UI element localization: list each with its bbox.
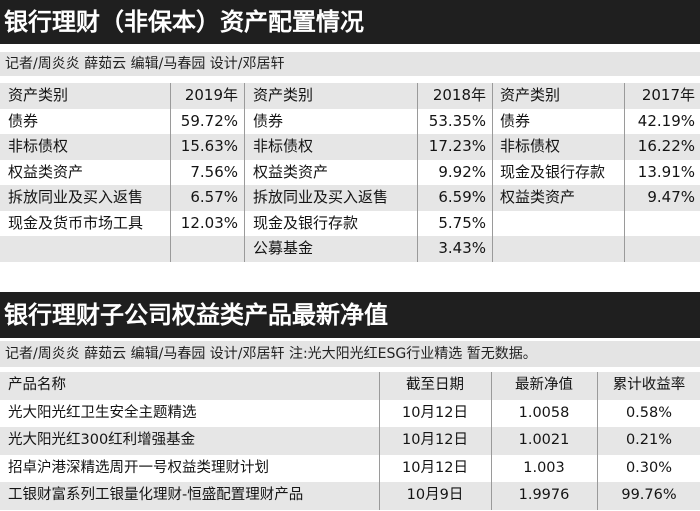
table2-header-row bbox=[0, 372, 700, 400]
asset-share-value: 42.19% bbox=[637, 111, 695, 130]
asset-share-value: 17.23% bbox=[428, 137, 486, 155]
asset-share-value: 53.35% bbox=[428, 111, 486, 130]
product-name: 光大阳光红卫生安全主题精选 bbox=[8, 404, 197, 421]
asset-share-value: 15.63% bbox=[180, 137, 238, 155]
asset-share-value: 59.72% bbox=[180, 111, 238, 130]
column-divider bbox=[624, 83, 625, 262]
asset-share-value: 9.47% bbox=[647, 188, 695, 206]
asset-class-name: 现金及银行存款 bbox=[253, 213, 359, 232]
asset-class-name: 权益类资产 bbox=[500, 188, 576, 206]
asset-share-value: 3.43% bbox=[438, 239, 486, 257]
table1-row bbox=[0, 185, 700, 211]
column-header-year: 2017年 bbox=[641, 86, 695, 104]
asset-share-value: 12.03% bbox=[180, 213, 238, 232]
column-divider bbox=[491, 372, 492, 510]
asset-class-name: 权益类资产 bbox=[253, 162, 329, 181]
cumulative-return: 99.76% bbox=[621, 487, 677, 503]
as-of-date: 10月12日 bbox=[402, 459, 468, 476]
asset-class-name: 权益类资产 bbox=[8, 162, 84, 181]
latest-nav: 1.9976 bbox=[518, 487, 570, 503]
column-header-asset-class: 资产类别 bbox=[8, 86, 69, 104]
column-header-cumulative-return: 累计收益率 bbox=[612, 377, 686, 393]
table1-title: 银行理财（非保本）资产配置情况 bbox=[0, 0, 700, 44]
column-divider bbox=[244, 83, 245, 262]
asset-class-name: 拆放同业及买入返售 bbox=[8, 188, 144, 206]
asset-share-value: 6.59% bbox=[438, 188, 486, 206]
column-divider bbox=[170, 83, 171, 262]
table1-header-row bbox=[0, 83, 700, 109]
asset-class-name: 拆放同业及买入返售 bbox=[253, 188, 389, 206]
latest-nav: 1.0021 bbox=[518, 432, 570, 448]
table1-row bbox=[0, 108, 700, 134]
column-header-year: 2018年 bbox=[432, 86, 486, 104]
column-header-asset-class: 资产类别 bbox=[253, 86, 314, 104]
asset-class-name: 债券 bbox=[253, 111, 284, 130]
as-of-date: 10月12日 bbox=[402, 432, 468, 448]
table2-row bbox=[0, 427, 700, 455]
cumulative-return: 0.21% bbox=[625, 432, 673, 448]
asset-class-name: 现金及货币市场工具 bbox=[8, 213, 144, 232]
latest-nav: 1.003 bbox=[523, 459, 565, 476]
column-header-asset-class: 资产类别 bbox=[500, 86, 561, 104]
table1-row bbox=[0, 159, 700, 185]
column-divider bbox=[379, 372, 380, 510]
asset-class-name: 公募基金 bbox=[253, 239, 314, 257]
table1-row bbox=[0, 236, 700, 262]
asset-share-value: 9.92% bbox=[438, 162, 486, 181]
product-name: 招卓沪港深精选周开一号权益类理财计划 bbox=[8, 459, 269, 476]
asset-share-value bbox=[624, 236, 700, 262]
asset-class-name bbox=[492, 211, 624, 237]
asset-share-value: 16.22% bbox=[637, 137, 695, 155]
asset-class-name: 债券 bbox=[8, 111, 39, 130]
product-name: 光大阳光红300红利增强基金 bbox=[8, 432, 196, 448]
as-of-date: 10月9日 bbox=[406, 487, 464, 503]
column-divider bbox=[597, 372, 598, 510]
table1-credit: 记者/周炎炎 薛茹云 编辑/马春园 设计/邓居轩 bbox=[0, 52, 700, 76]
asset-share-value bbox=[624, 211, 700, 237]
asset-class-name: 非标债权 bbox=[500, 137, 561, 155]
table2-row bbox=[0, 399, 700, 427]
asset-class-name bbox=[492, 236, 624, 262]
as-of-date: 10月12日 bbox=[402, 404, 468, 421]
column-header-year: 2019年 bbox=[184, 86, 238, 104]
asset-class-name: 非标债权 bbox=[253, 137, 314, 155]
asset-class-name: 债券 bbox=[500, 111, 531, 130]
asset-share-value: 6.57% bbox=[190, 188, 238, 206]
table2-title: 银行理财子公司权益类产品最新净值 bbox=[0, 292, 700, 338]
asset-share-value: 5.75% bbox=[438, 213, 486, 232]
product-name: 工银财富系列工银量化理财-恒盛配置理财产品 bbox=[8, 487, 304, 503]
column-header-as-of-date: 截至日期 bbox=[406, 377, 464, 393]
cumulative-return: 0.58% bbox=[625, 404, 673, 421]
asset-share-value: 13.91% bbox=[637, 162, 695, 181]
table2-row bbox=[0, 454, 700, 482]
table1-row bbox=[0, 134, 700, 160]
table2-row bbox=[0, 482, 700, 510]
latest-nav: 1.0058 bbox=[518, 404, 570, 421]
column-header-latest-nav: 最新净值 bbox=[515, 377, 573, 393]
table1-row bbox=[0, 210, 700, 236]
asset-share-value: 7.56% bbox=[190, 162, 238, 181]
asset-class-name: 现金及银行存款 bbox=[500, 162, 606, 181]
column-header-product-name: 产品名称 bbox=[8, 377, 66, 393]
asset-class-name: 非标债权 bbox=[8, 137, 69, 155]
asset-share-value bbox=[170, 236, 243, 262]
asset-class-name bbox=[0, 236, 170, 262]
column-divider bbox=[492, 83, 493, 262]
table2-credit: 记者/周炎炎 薛茹云 编辑/马春园 设计/邓居轩 注:光大阳光红ESG行业精选 … bbox=[0, 341, 700, 367]
column-divider bbox=[417, 83, 418, 262]
cumulative-return: 0.30% bbox=[625, 459, 673, 476]
